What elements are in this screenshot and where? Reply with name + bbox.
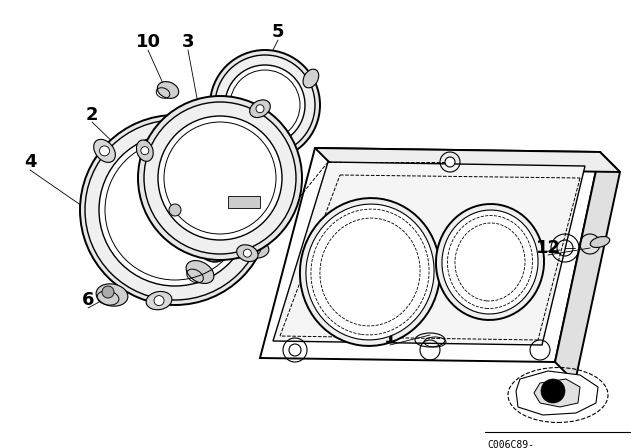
Circle shape xyxy=(80,115,270,305)
Ellipse shape xyxy=(93,139,115,162)
Circle shape xyxy=(445,157,455,167)
Text: 11: 11 xyxy=(499,239,525,257)
Circle shape xyxy=(100,146,109,156)
Ellipse shape xyxy=(303,69,319,88)
Text: 1: 1 xyxy=(384,329,396,347)
Ellipse shape xyxy=(436,204,544,320)
Ellipse shape xyxy=(201,242,229,262)
Polygon shape xyxy=(534,379,580,407)
Polygon shape xyxy=(228,196,260,208)
Polygon shape xyxy=(315,148,620,172)
Ellipse shape xyxy=(300,198,440,346)
Circle shape xyxy=(141,146,149,155)
Circle shape xyxy=(144,102,296,254)
Text: 9: 9 xyxy=(209,229,221,247)
Ellipse shape xyxy=(136,140,153,161)
Ellipse shape xyxy=(250,100,270,117)
Circle shape xyxy=(241,146,250,156)
Ellipse shape xyxy=(590,237,610,247)
Text: 2: 2 xyxy=(86,106,99,124)
Circle shape xyxy=(215,55,315,155)
Circle shape xyxy=(261,101,269,109)
Ellipse shape xyxy=(146,292,172,310)
Text: 3: 3 xyxy=(182,33,195,51)
Ellipse shape xyxy=(442,210,538,314)
Text: 12: 12 xyxy=(536,239,561,257)
Polygon shape xyxy=(555,152,620,382)
Ellipse shape xyxy=(96,284,128,306)
Circle shape xyxy=(102,286,114,298)
Polygon shape xyxy=(273,162,585,345)
Circle shape xyxy=(210,50,320,160)
Circle shape xyxy=(225,65,305,145)
Circle shape xyxy=(85,120,265,300)
Circle shape xyxy=(169,204,181,216)
Ellipse shape xyxy=(237,245,258,262)
Circle shape xyxy=(245,240,261,256)
Circle shape xyxy=(154,296,164,306)
Text: 10: 10 xyxy=(136,33,161,51)
Text: 4: 4 xyxy=(24,153,36,171)
Ellipse shape xyxy=(235,139,256,162)
Text: 7: 7 xyxy=(172,286,184,304)
Text: 6: 6 xyxy=(82,291,94,309)
Circle shape xyxy=(256,105,264,113)
Polygon shape xyxy=(260,148,600,362)
Ellipse shape xyxy=(186,261,214,284)
Circle shape xyxy=(99,134,251,286)
Ellipse shape xyxy=(306,204,434,340)
Text: 5: 5 xyxy=(272,23,284,41)
Circle shape xyxy=(138,96,302,260)
Circle shape xyxy=(158,116,282,240)
Circle shape xyxy=(243,249,252,257)
Text: C006C89-: C006C89- xyxy=(487,440,534,448)
Circle shape xyxy=(541,379,565,403)
Text: 6: 6 xyxy=(249,229,261,247)
Polygon shape xyxy=(516,371,598,415)
Ellipse shape xyxy=(211,122,227,141)
Ellipse shape xyxy=(237,238,269,258)
Ellipse shape xyxy=(157,82,179,99)
